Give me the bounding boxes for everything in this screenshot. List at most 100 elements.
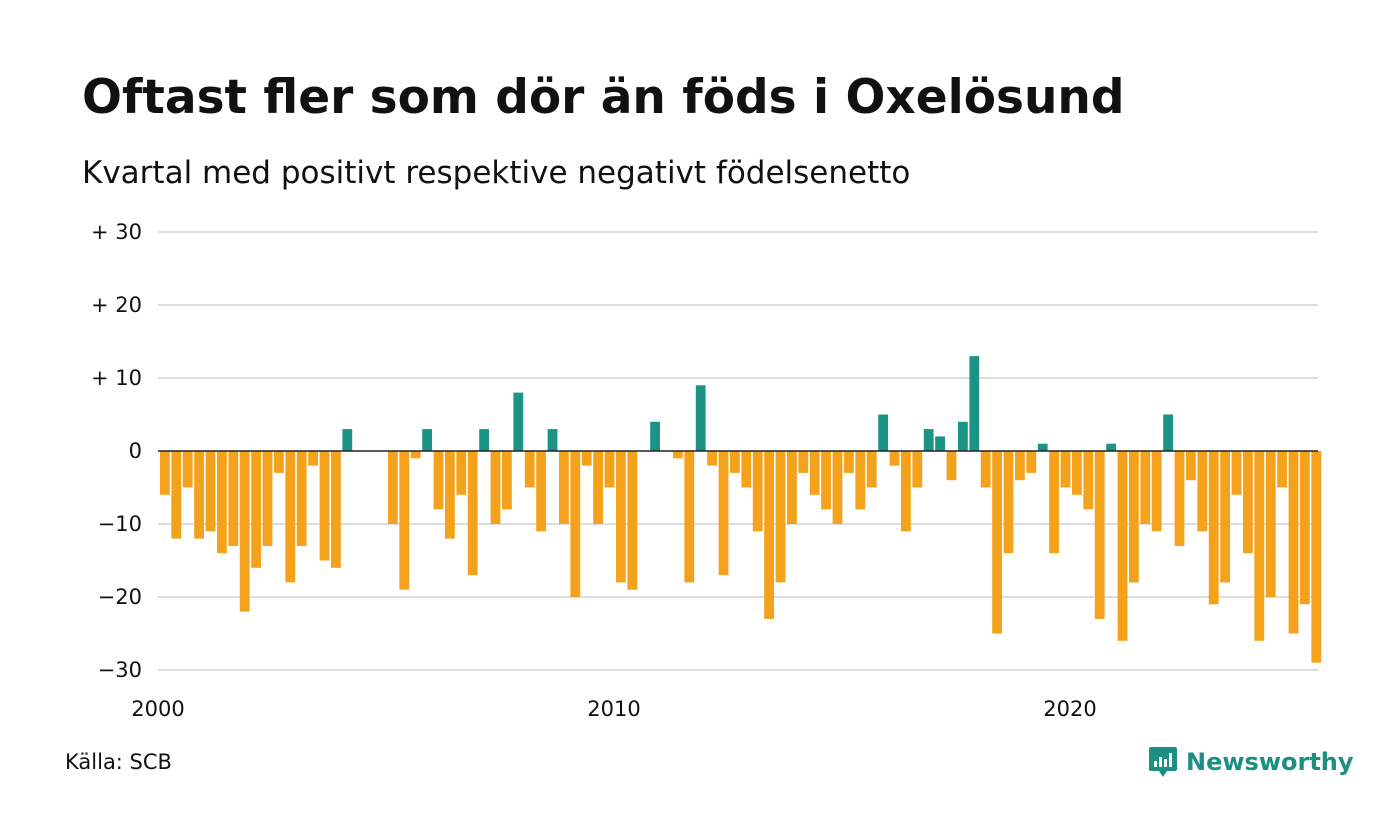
bar [684, 451, 695, 583]
bar [958, 421, 968, 451]
bar [1129, 451, 1139, 583]
bar [821, 451, 831, 510]
y-tick-label: + 10 [91, 366, 142, 390]
bar [1037, 443, 1048, 451]
bar [1049, 451, 1059, 554]
x-tick-label: 2010 [587, 697, 640, 721]
bar [980, 451, 991, 488]
bar [1243, 451, 1253, 554]
bar [832, 451, 843, 524]
axes: + 30 + 20 + 10 0 −10 −20 −30 2000 2010 2020 [91, 220, 1318, 721]
bar [513, 392, 524, 451]
bar [889, 451, 900, 466]
y-tick-label: −10 [98, 512, 142, 536]
bar [1072, 451, 1082, 495]
bar [1140, 451, 1151, 524]
x-tick-label: 2020 [1043, 697, 1096, 721]
bar [445, 451, 455, 539]
brand-logo[interactable]: Newsworthy [1148, 744, 1354, 780]
bar [650, 421, 660, 451]
bar [570, 451, 581, 597]
bar [992, 451, 1002, 634]
bar [935, 436, 945, 451]
bar [490, 451, 501, 524]
bar [1277, 451, 1287, 488]
bar [559, 451, 569, 524]
bar [730, 451, 740, 473]
bar [1117, 451, 1128, 641]
bar [1106, 443, 1116, 451]
newsworthy-icon [1149, 747, 1177, 777]
bar [1288, 451, 1299, 634]
chart-subtitle: Kvartal med positivt respektive negativt… [82, 155, 911, 191]
bar [787, 451, 797, 524]
bar [1311, 451, 1322, 663]
bar [342, 429, 353, 451]
bar [593, 451, 603, 524]
bar [741, 451, 752, 488]
bar [707, 451, 717, 466]
bar [1015, 451, 1025, 481]
bar [285, 451, 296, 583]
bar [262, 451, 273, 546]
bar [251, 451, 261, 568]
bar [912, 451, 923, 488]
bar [274, 451, 284, 473]
bar [171, 451, 182, 539]
x-tick-label: 2000 [131, 697, 184, 721]
bar [399, 451, 410, 590]
bar [1186, 451, 1196, 481]
bar [388, 451, 398, 524]
bars [160, 356, 1322, 663]
bar [1163, 414, 1173, 451]
bar [809, 451, 820, 495]
bar [1231, 451, 1242, 495]
bar [764, 451, 774, 619]
bar [410, 451, 421, 459]
y-tick-label: + 20 [91, 293, 142, 317]
bar [752, 451, 763, 532]
bar [228, 451, 239, 546]
bar [205, 451, 216, 532]
bar [308, 451, 318, 466]
chart-title: Oftast fler som dör än föds i Oxelösund [82, 70, 1125, 125]
bar [1220, 451, 1230, 583]
bar [604, 451, 615, 488]
bar [969, 356, 980, 451]
bar [1208, 451, 1219, 605]
bar [1003, 451, 1014, 554]
bar [1265, 451, 1276, 597]
bar [627, 451, 638, 590]
bar [901, 451, 911, 532]
bar [194, 451, 204, 539]
bar [217, 451, 227, 554]
bar [866, 451, 877, 488]
bar [616, 451, 626, 583]
source-note: Källa: SCB [65, 750, 172, 774]
y-tick-label: −30 [98, 658, 142, 682]
bar [331, 451, 341, 568]
bar [1197, 451, 1208, 532]
bar [422, 429, 432, 451]
bar [1151, 451, 1162, 532]
y-tick-label: −20 [98, 585, 142, 609]
bar [855, 451, 866, 510]
bar [1026, 451, 1037, 473]
y-tick-label: 0 [129, 439, 142, 463]
bar [479, 429, 489, 451]
bar [319, 451, 330, 561]
bar [878, 414, 888, 451]
bar [946, 451, 957, 481]
bar-chart: + 30 + 20 + 10 0 −10 −20 −30 2000 2010 2020 [91, 220, 1322, 721]
bar [433, 451, 444, 510]
bar [923, 429, 934, 451]
bar [844, 451, 854, 473]
bar [1083, 451, 1094, 510]
bar [1060, 451, 1071, 488]
bar [775, 451, 786, 583]
bar [718, 451, 729, 576]
bar [456, 451, 467, 495]
bar [581, 451, 592, 466]
bar [1254, 451, 1265, 641]
bar [547, 429, 558, 451]
